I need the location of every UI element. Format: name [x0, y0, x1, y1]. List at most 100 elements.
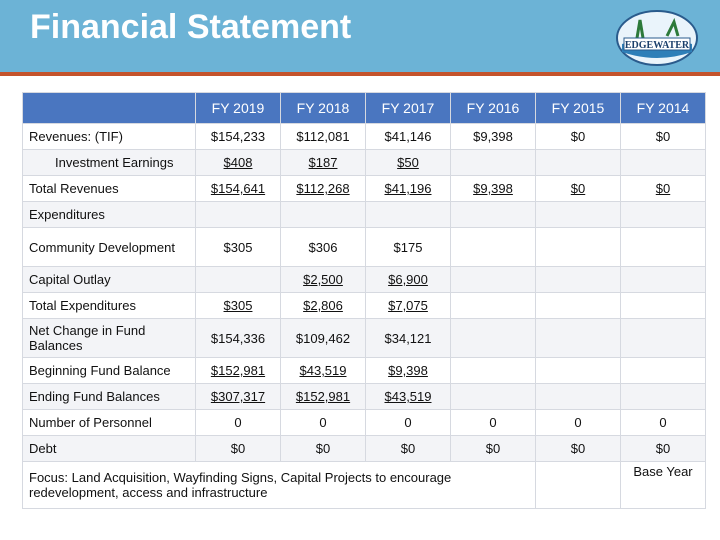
row-label: Number of Personnel: [22, 409, 196, 436]
cell-value: $43,519: [299, 363, 347, 378]
cell: $7,075: [365, 292, 451, 319]
title-bar: Financial Statement EDGEWATER: [0, 0, 720, 76]
cell: [450, 227, 536, 267]
table-row: Number of Personnel 0 0 0 0 0 0: [22, 409, 706, 436]
header-cell: FY 2016: [450, 92, 536, 124]
logo-text: EDGEWATER: [625, 40, 690, 51]
header-cell: FY 2018: [280, 92, 366, 124]
cell: $0: [620, 123, 706, 150]
cell: [450, 318, 536, 358]
cell-value: $187: [308, 155, 338, 170]
cell: $50: [365, 149, 451, 176]
base-year: Base Year: [620, 461, 706, 509]
table-row: Ending Fund Balances $307,317 $152,981 $43,…: [22, 383, 706, 410]
cell-value: 0: [659, 415, 667, 430]
title: Financial Statement: [30, 8, 352, 46]
cell-value: 0: [404, 415, 412, 430]
cell: [195, 201, 281, 228]
cell-value: $408: [223, 155, 253, 170]
cell: [195, 266, 281, 293]
cell: [450, 383, 536, 410]
cell-value: $0: [400, 441, 416, 456]
cell: $305: [195, 292, 281, 319]
cell: [450, 357, 536, 384]
cell-value: $175: [393, 239, 423, 255]
row-label: Community Development: [22, 227, 196, 267]
cell: $2,806: [280, 292, 366, 319]
table-row: Net Change in Fund Balances $154,336 $109,…: [22, 318, 706, 358]
cell-value: $0: [655, 181, 671, 196]
cell: $0: [620, 435, 706, 462]
row-label: Capital Outlay: [22, 266, 196, 293]
cell: [620, 292, 706, 319]
cell-value: $154,336: [210, 330, 266, 346]
cell: $408: [195, 149, 281, 176]
cell-value: $50: [397, 155, 419, 170]
cell-value: 0: [234, 415, 242, 430]
row-label: Ending Fund Balances: [22, 383, 196, 410]
cell: 0: [620, 409, 706, 436]
cell: [620, 383, 706, 410]
cell-value: $9,398: [473, 181, 513, 196]
cell-value: $0: [655, 129, 671, 144]
cell-value: $0: [570, 441, 586, 456]
cell: $109,462: [280, 318, 366, 358]
cell-value: $34,121: [384, 330, 432, 346]
cell: $0: [535, 175, 621, 202]
row-label: Debt: [22, 435, 196, 462]
cell: $0: [535, 123, 621, 150]
financial-table: FY 2019 FY 2018 FY 2017 FY 2016 FY 2015 FY 20…: [22, 92, 706, 509]
cell: [620, 227, 706, 267]
cell: $175: [365, 227, 451, 267]
cell-value: 0: [489, 415, 497, 430]
cell-value: $306: [308, 239, 338, 255]
cell-value: $7,075: [388, 298, 428, 313]
cell: [535, 383, 621, 410]
cell: $0: [365, 435, 451, 462]
cell: [280, 201, 366, 228]
cell-value: $154,641: [210, 181, 266, 196]
cell-value: $41,196: [384, 181, 432, 196]
cell: $187: [280, 149, 366, 176]
cell-value: $6,900: [388, 272, 428, 287]
cell-value: $152,981: [210, 363, 266, 378]
row-label: Total Revenues: [22, 175, 196, 202]
cell: $154,233: [195, 123, 281, 150]
table-row: Revenues: (TIF) $154,233 $112,081 $41,146 $9…: [22, 123, 706, 150]
cell: [620, 318, 706, 358]
cell-value: $0: [570, 181, 586, 196]
cell: $305: [195, 227, 281, 267]
table-row: Expenditures: [22, 201, 706, 228]
cell: 0: [195, 409, 281, 436]
cell: [620, 201, 706, 228]
table-row: Beginning Fund Balance $152,981 $43,519 $9,…: [22, 357, 706, 384]
cell-value: $305: [223, 298, 253, 313]
cell-value: $41,146: [384, 129, 432, 144]
cell: [535, 461, 621, 509]
cell: $306: [280, 227, 366, 267]
cell: 0: [535, 409, 621, 436]
cell-value: $305: [223, 239, 253, 255]
row-label: Total Expenditures: [22, 292, 196, 319]
cell: $9,398: [450, 123, 536, 150]
cell: [450, 149, 536, 176]
cell: [450, 266, 536, 293]
table-row: Total Expenditures $305 $2,806 $7,075: [22, 292, 706, 319]
table-row: Community Development $305 $306 $175: [22, 227, 706, 267]
header-cell: FY 2017: [365, 92, 451, 124]
row-label: Investment Earnings: [22, 149, 196, 176]
cell: [535, 201, 621, 228]
table-row: Total Revenues $154,641 $112,268 $41,196 $9,…: [22, 175, 706, 202]
cell-value: 0: [574, 415, 582, 430]
cell: $112,081: [280, 123, 366, 150]
cell: $0: [450, 435, 536, 462]
cell-value: $9,398: [388, 363, 428, 378]
row-label: Revenues: (TIF): [22, 123, 196, 150]
cell: [620, 149, 706, 176]
header-row: FY 2019 FY 2018 FY 2017 FY 2016 FY 2015 FY 20…: [22, 92, 706, 124]
cell: $34,121: [365, 318, 451, 358]
cell: 0: [450, 409, 536, 436]
cell: 0: [365, 409, 451, 436]
cell: [535, 292, 621, 319]
cell-value: $0: [570, 129, 586, 144]
